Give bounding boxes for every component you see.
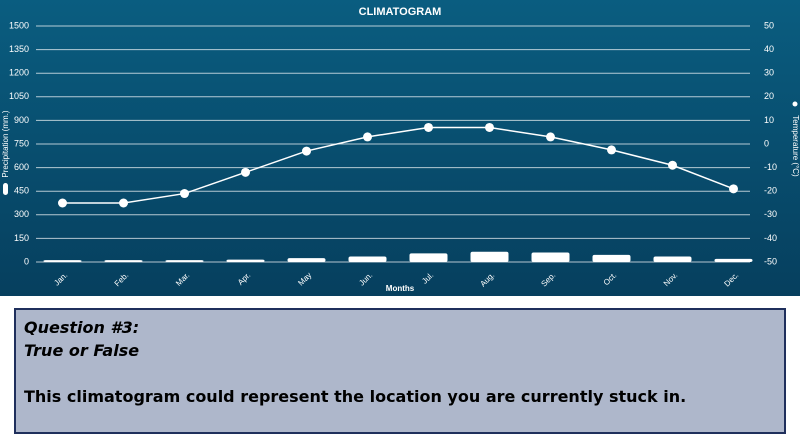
y-tick-label: 600 bbox=[14, 162, 29, 172]
y-tick-label: 750 bbox=[14, 138, 29, 148]
chart-title: CLIMATOGRAM bbox=[359, 6, 442, 18]
bar bbox=[226, 259, 265, 262]
x-axis-label: Months bbox=[386, 284, 415, 293]
temperature-point bbox=[546, 132, 555, 142]
temperature-point bbox=[668, 160, 677, 170]
bar bbox=[714, 258, 753, 262]
y-tick-label: 450 bbox=[14, 186, 29, 196]
bar bbox=[43, 260, 82, 262]
bar bbox=[531, 252, 570, 262]
y2-tick-label: -20 bbox=[764, 186, 777, 196]
y2-tick-label: 50 bbox=[764, 20, 774, 30]
y2-tick-label: 30 bbox=[764, 68, 774, 78]
y2-tick-label: 20 bbox=[764, 91, 774, 101]
temperature-point bbox=[363, 132, 372, 142]
bar bbox=[165, 260, 204, 262]
y2-legend-marker bbox=[792, 101, 798, 107]
y2-tick-label: 0 bbox=[764, 138, 769, 148]
temperature-point bbox=[180, 189, 189, 199]
temperature-point bbox=[424, 122, 433, 132]
y-tick-label: 300 bbox=[14, 209, 29, 219]
question-text: This climatogram could represent the loc… bbox=[24, 387, 687, 406]
y2-tick-label: -40 bbox=[764, 233, 777, 243]
temperature-point bbox=[241, 167, 250, 177]
y2-tick-label: -30 bbox=[764, 209, 777, 219]
temperature-point bbox=[729, 184, 738, 194]
chart-background bbox=[0, 0, 800, 296]
y-legend-marker bbox=[3, 183, 8, 195]
bar bbox=[287, 258, 326, 262]
y-tick-label: 1200 bbox=[9, 68, 29, 78]
y-tick-label: 1500 bbox=[9, 20, 29, 30]
bar bbox=[653, 256, 692, 262]
y2-tick-label: 10 bbox=[764, 115, 774, 125]
y-tick-label: 900 bbox=[14, 115, 29, 125]
temperature-point bbox=[119, 198, 128, 208]
y-axis-label: Precipitation (mm.) bbox=[1, 110, 10, 177]
bar bbox=[470, 251, 509, 262]
question-subheading: True or False bbox=[24, 341, 140, 360]
bar bbox=[592, 254, 631, 262]
bar bbox=[104, 260, 143, 262]
y2-tick-label: 40 bbox=[764, 44, 774, 54]
temperature-point bbox=[58, 198, 67, 208]
y-tick-label: 1350 bbox=[9, 44, 29, 54]
temperature-line bbox=[62, 126, 734, 204]
y-tick-label: 0 bbox=[24, 256, 29, 266]
y-tick-label: 1050 bbox=[9, 91, 29, 101]
y2-tick-label: -10 bbox=[764, 162, 777, 172]
y2-tick-label: -50 bbox=[764, 256, 777, 266]
temperature-point bbox=[607, 145, 616, 155]
temperature-point bbox=[485, 122, 494, 132]
bar bbox=[409, 253, 448, 262]
bar bbox=[348, 256, 387, 262]
y2-axis-label: Temperature (°C) bbox=[791, 115, 800, 177]
y-tick-label: 150 bbox=[14, 233, 29, 243]
question-heading: Question #3: bbox=[24, 318, 140, 337]
temperature-point bbox=[302, 146, 311, 156]
chart: CLIMATOGRAM Months Precipitation (mm.) T… bbox=[0, 0, 800, 296]
question-box: Question #3: True or False This climatog… bbox=[14, 308, 786, 434]
